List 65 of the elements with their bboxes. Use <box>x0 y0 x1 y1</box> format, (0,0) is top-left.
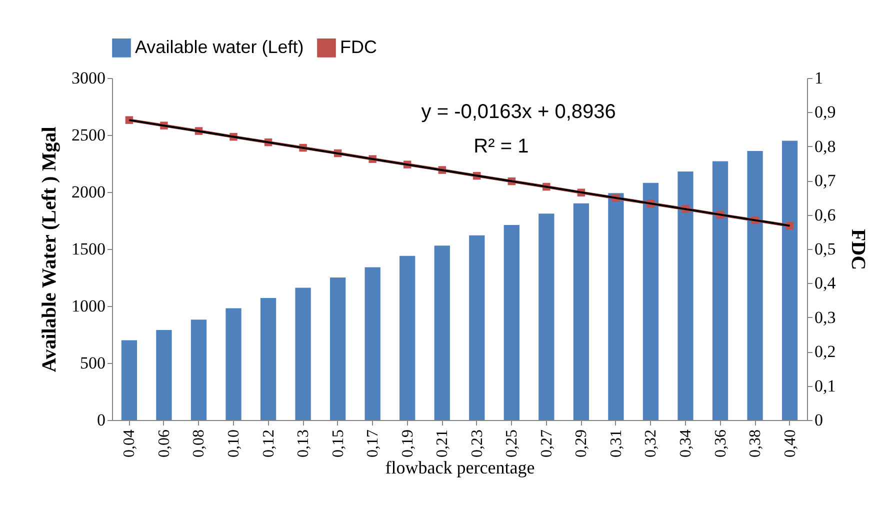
x-tick-label: 0,19 <box>399 430 416 458</box>
y-axis-title: Available Water (Left ) Mgal <box>38 126 60 372</box>
x-tick-label: 0,27 <box>538 430 556 458</box>
x-tick-label: 0,34 <box>677 430 694 458</box>
legend-label: Available water (Left) <box>135 36 304 57</box>
x-tick-label: 0,38 <box>747 430 764 458</box>
bar <box>642 182 659 420</box>
x-tick-label: 0,40 <box>782 430 799 458</box>
x-tick-label: 0,32 <box>642 430 660 458</box>
y-tick-label: 1000 <box>72 296 106 316</box>
x-tick-label: 0,23 <box>468 430 486 458</box>
bar <box>782 140 798 420</box>
bar <box>226 308 242 420</box>
y2-tick-label: 0,8 <box>814 136 836 156</box>
bar <box>260 298 276 420</box>
y-tick-label: 2500 <box>72 126 106 144</box>
y2-tick-label: 0 <box>814 410 823 430</box>
bar <box>295 288 311 420</box>
x-tick-label: 0,08 <box>190 430 208 458</box>
y2-tick-label: 1 <box>814 68 823 88</box>
legend-label: FDC <box>340 36 377 57</box>
bar <box>364 267 380 420</box>
bar <box>608 193 624 420</box>
y-tick-label: 1500 <box>72 240 106 258</box>
x-tick-label: 0,31 <box>608 430 625 458</box>
bar <box>469 235 485 420</box>
x-tick-label: 0,10 <box>226 430 243 458</box>
x-tick-label: 0,36 <box>712 430 730 458</box>
y2-tick-label: 0,9 <box>814 102 836 122</box>
bar <box>678 171 694 420</box>
x-tick-label: 0,06 <box>156 430 173 458</box>
bar <box>121 340 138 420</box>
y-tick-label: 3000 <box>72 68 106 88</box>
y2-tick-label: 0,4 <box>814 274 836 293</box>
bar <box>747 150 763 420</box>
x-tick-label: 0,29 <box>573 430 590 458</box>
y-tick-label: 500 <box>80 354 106 372</box>
annotation: R² = 1 <box>474 135 529 158</box>
y2-tick-label: 0,7 <box>814 171 836 190</box>
x-tick-label: 0,25 <box>504 430 521 458</box>
bar <box>434 246 450 420</box>
x-tick-label: 0,04 <box>121 430 138 458</box>
bar <box>712 161 728 420</box>
bar <box>190 320 207 420</box>
y2-tick-label: 0,5 <box>814 240 836 258</box>
bar <box>330 278 346 420</box>
y-tick-label: 0 <box>97 410 106 430</box>
bar <box>538 214 554 420</box>
x-tick-label: 0,21 <box>434 430 452 458</box>
x-axis-title: flowback percentage <box>385 458 535 478</box>
y-tick-label: 2000 <box>72 182 106 202</box>
y2-tick-label: 0,1 <box>814 376 836 396</box>
annotation: y = -0,0163x + 0,8936 <box>421 101 616 124</box>
y2-tick-label: 0,3 <box>814 308 836 327</box>
bar <box>504 225 520 420</box>
y2-tick-label: 0,2 <box>814 342 836 362</box>
bar <box>573 203 590 420</box>
x-tick-label: 0,12 <box>260 430 278 458</box>
bar <box>400 256 416 420</box>
x-tick-label: 0,17 <box>364 430 382 458</box>
bar <box>156 330 172 420</box>
x-tick-label: 0,15 <box>330 430 347 458</box>
x-tick-label: 0,13 <box>295 430 312 458</box>
y2-tick-label: 0,6 <box>814 205 836 224</box>
y2-axis-title: FDC <box>846 228 869 270</box>
